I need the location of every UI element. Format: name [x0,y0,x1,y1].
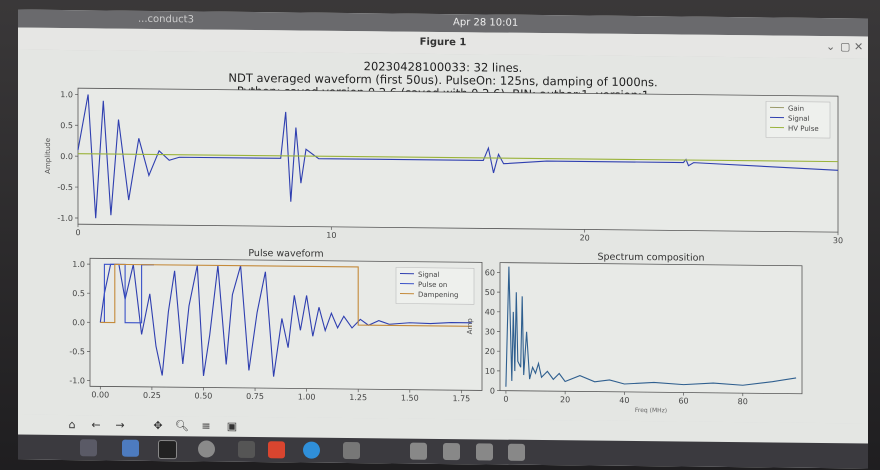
legend-label: HV Pulse [788,125,819,133]
legend-label: Signal [788,115,810,123]
app-icon-3[interactable] [443,443,460,461]
y-tick-label: -1.0 [57,214,73,223]
axes-2 [497,262,803,397]
app-icon-0[interactable] [238,440,255,459]
series-line-signal [77,94,839,219]
figure-canvas: 20230428100033: 32 lines. NDT averaged w… [18,49,868,424]
clock[interactable]: Apr 28 10:01 [453,17,519,29]
app-icon-5[interactable] [508,443,525,461]
legend-label: Gain [788,105,804,113]
y-tick-label: 0.5 [72,289,85,298]
app-icon-4[interactable] [476,443,493,461]
y-tick-label: 30 [485,327,495,336]
app-icon-2[interactable] [410,442,427,460]
plots-svg: Gain Signal HV Pulse Amplitude 1.0 0.5 0.0 -0.5… [44,87,843,414]
x-tick-label: 0 [75,228,80,237]
x-axis-label: Freq (MHz) [635,407,667,414]
x-tick-label: 0.50 [195,391,213,400]
series-line-dampening [100,263,472,327]
y-tick-label: 0.0 [60,152,73,161]
app-icon-1[interactable] [343,441,360,460]
axes-title: Pulse waveform [248,248,323,260]
axes-1: Signal Pulse on Dampening [87,257,483,394]
legend-label: Pulse on [418,281,447,289]
back-icon[interactable]: ← [91,418,101,432]
screen: ...conduct3 Apr 28 10:01 Figure 1 ⌄ ▢ ✕ … [18,9,868,469]
x-tick-label: 1.25 [349,393,367,402]
x-tick-label: 1.75 [452,394,470,403]
x-tick-label: 60 [678,396,688,405]
x-tick-label: 30 [833,236,843,245]
active-app-name[interactable]: ...conduct3 [138,13,194,26]
y-tick-label: 50 [485,288,495,297]
save-icon[interactable]: ▣ [226,419,238,433]
axes-frame [499,262,803,395]
y-tick-label: 10 [485,367,495,376]
x-tick-label: 20 [560,395,570,404]
series-line-hv-pulse [78,153,838,163]
y-tick-label: -1.0 [69,376,85,385]
y-tick-label: 60 [485,268,495,277]
x-tick-label: 80 [738,397,748,406]
minimize-icon[interactable]: ⌄ [826,40,836,54]
zoom-icon[interactable]: 🔍︎ [175,419,189,433]
y-tick-label: 0.5 [60,121,73,130]
y-axis-label: Amplitude [44,138,52,174]
forward-icon[interactable]: → [115,418,125,432]
y-tick-label: 1.0 [72,260,85,269]
x-tick-label: 0 [503,395,508,404]
legend-label: Signal [418,271,440,279]
x-tick-label: 0.25 [143,391,161,400]
home-icon[interactable]: ⌂ [68,418,76,432]
window-title: Figure 1 [419,36,467,49]
x-tick-label: 10 [326,231,336,240]
help-icon[interactable] [303,441,320,459]
y-tick-label: 0.0 [72,318,85,327]
x-tick-label: 1.00 [298,392,316,401]
x-tick-label: 1.50 [401,394,419,403]
folder-icon[interactable] [122,439,139,457]
legend-box [765,101,831,139]
y-tick-label: 40 [485,308,495,317]
files-icon[interactable] [198,440,215,458]
axes-title: Spectrum composition [598,252,705,264]
series-line-pulse-on [100,263,154,324]
close-icon[interactable]: ✕ [854,40,864,54]
x-tick-label: 20 [580,233,590,242]
configure-icon[interactable]: ≡ [201,419,211,433]
legend-box [395,267,475,305]
app-icon-red[interactable] [268,441,285,459]
y-tick-label: 20 [485,347,495,356]
apps-icon[interactable] [80,439,97,457]
legend: Gain Signal HV Pulse [765,101,831,139]
series-line-signal [99,263,472,377]
y-tick-label: 0 [490,386,495,395]
legend-label: Dampening [418,291,459,299]
x-tick-label: 0.75 [246,392,264,401]
y-tick-label: -0.5 [69,347,85,356]
y-axis-label: Amp [466,318,474,335]
terminal-icon[interactable] [158,440,177,460]
y-tick-label: -0.5 [57,183,73,192]
maximize-icon[interactable]: ▢ [840,40,851,54]
axes-0: Gain Signal HV Pulse [75,87,839,236]
x-tick-label: 40 [619,396,629,405]
x-tick-label: 0.00 [91,390,109,399]
series-line-0 [505,266,797,387]
legend: Signal Pulse on Dampening [395,267,475,305]
y-tick-label: 1.0 [60,90,73,99]
pan-icon[interactable]: ✥ [153,418,163,433]
